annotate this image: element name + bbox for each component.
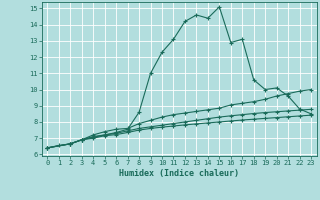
X-axis label: Humidex (Indice chaleur): Humidex (Indice chaleur) (119, 169, 239, 178)
